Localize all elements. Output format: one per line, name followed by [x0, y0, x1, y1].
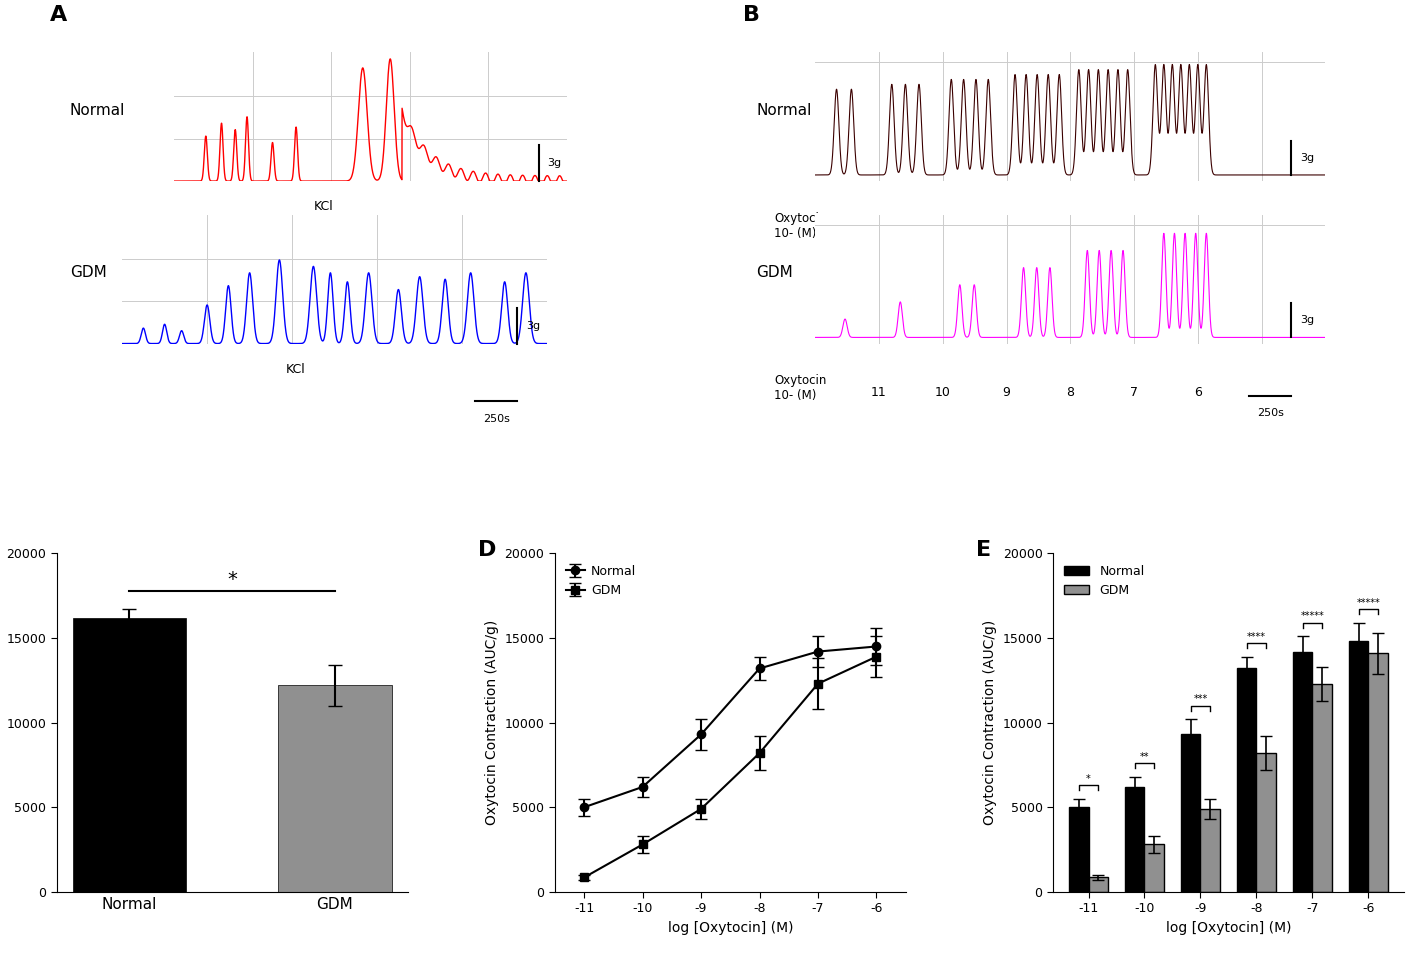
Text: *****: ***** [1300, 612, 1324, 621]
Text: Normal: Normal [69, 103, 125, 118]
Bar [1201, 809, 1219, 892]
Legend: Normal, GDM: Normal, GDM [1059, 560, 1150, 602]
Bar [1124, 787, 1144, 892]
Text: *: * [227, 570, 237, 589]
Text: ***: *** [1194, 694, 1208, 704]
Text: Normal: Normal [756, 103, 811, 118]
Text: GDM: GDM [69, 265, 106, 280]
Bar [1368, 653, 1388, 892]
Text: **: ** [1140, 752, 1149, 761]
Y-axis label: Oxytocin Contraction (AUC/g): Oxytocin Contraction (AUC/g) [485, 620, 499, 826]
Bar [1069, 807, 1089, 892]
Text: E: E [976, 540, 991, 560]
Text: GDM: GDM [756, 265, 793, 280]
Bar [72, 618, 186, 892]
Text: A: A [50, 6, 68, 25]
Bar [1144, 845, 1164, 892]
Text: *: * [1086, 774, 1090, 784]
Bar [1312, 684, 1332, 892]
Text: *****: ***** [1357, 597, 1380, 608]
Bar [1293, 651, 1312, 892]
X-axis label: log [Oxytocin] (M): log [Oxytocin] (M) [1166, 921, 1292, 935]
Text: ****: **** [1246, 632, 1266, 642]
Bar [278, 686, 391, 892]
Bar [1181, 735, 1201, 892]
Text: D: D [478, 540, 496, 560]
Text: B: B [743, 6, 760, 25]
Legend: Normal, GDM: Normal, GDM [562, 560, 641, 602]
Y-axis label: Oxytocin Contraction (AUC/g): Oxytocin Contraction (AUC/g) [983, 620, 997, 826]
Bar [1236, 668, 1256, 892]
Bar [1256, 753, 1276, 892]
Bar [1349, 642, 1368, 892]
Bar [1089, 877, 1107, 892]
X-axis label: log [Oxytocin] (M): log [Oxytocin] (M) [668, 921, 793, 935]
